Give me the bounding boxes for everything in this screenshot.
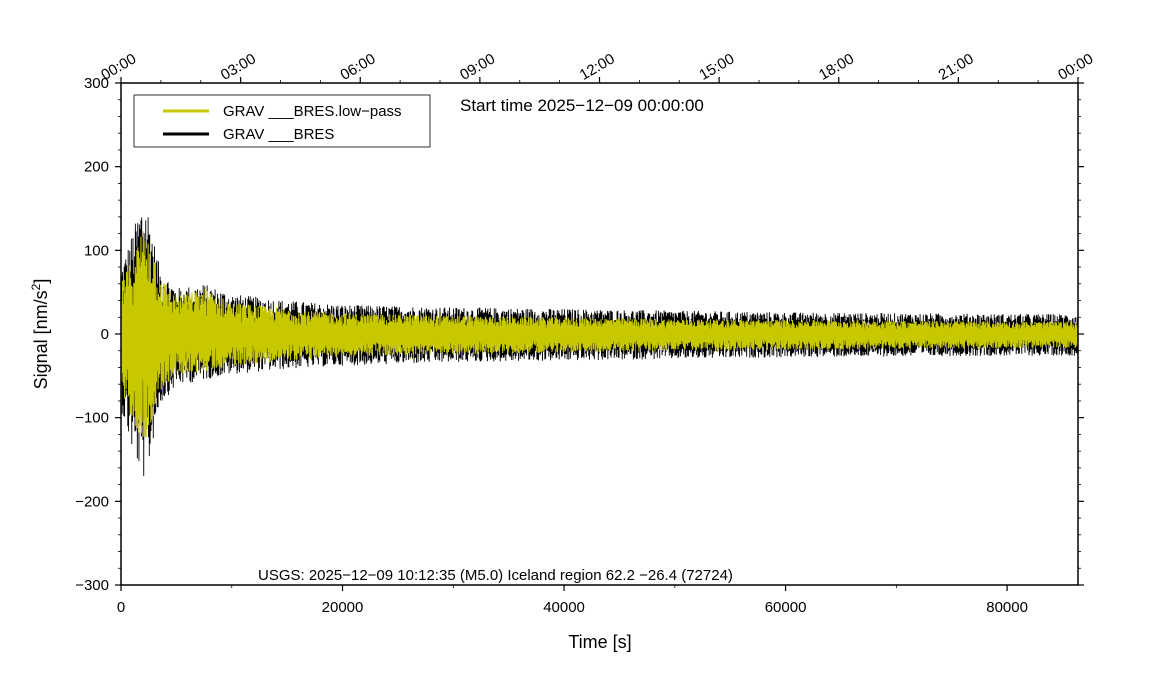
x-tick-label: 60000 (765, 599, 807, 616)
y-tick-label: 0 (101, 326, 109, 343)
y-tick-label: 300 (84, 75, 109, 92)
legend: GRAV ___BRES.low−pass GRAV ___BRES (133, 94, 431, 148)
legend-label-lowpass: GRAV ___BRES.low−pass (223, 103, 402, 120)
series-layer (121, 217, 1078, 476)
x-tick-label: 0 (117, 599, 125, 616)
y-axis-label-sup: 2 (29, 283, 43, 290)
x-tick-label: 40000 (543, 599, 585, 616)
x-tick-label: 80000 (986, 599, 1028, 616)
event-annotation: USGS: 2025−12−09 10:12:35 (M5.0) Iceland… (258, 567, 733, 584)
series-lowpass-trace (121, 231, 1078, 438)
legend-box (133, 94, 431, 148)
chart-title: Start time 2025−12−09 00:00:00 (460, 96, 704, 115)
x-axis: 0 20000 40000 60000 80000 (117, 585, 1028, 616)
y-tick-label: −100 (75, 410, 109, 427)
y-tick-label: 100 (84, 242, 109, 259)
y-tick-label: −300 (75, 577, 109, 594)
y-tick-label: −200 (75, 493, 109, 510)
legend-label-raw: GRAV ___BRES (223, 126, 334, 143)
x-tick-label: 20000 (322, 599, 364, 616)
y-axis-label: Signal [nm/s2] (29, 279, 51, 390)
y-axis-label-suffix: ] (31, 279, 51, 284)
x-axis-label: Time [s] (568, 632, 631, 652)
y-axis: −300 −200 −100 0 100 200 300 (75, 75, 1084, 594)
series-raw-trace (121, 217, 1078, 476)
y-axis-label-prefix: Signal [nm/s (31, 290, 51, 389)
y-tick-label: 200 (84, 159, 109, 176)
